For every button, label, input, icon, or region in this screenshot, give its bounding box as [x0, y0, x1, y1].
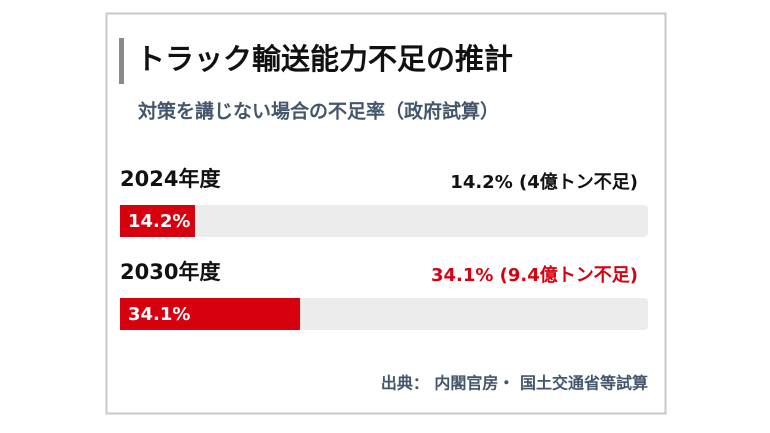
chart-subtitle: 対策を講じない場合の不足率（政府試算）	[137, 100, 499, 123]
value-label: 14.2%	[128, 211, 190, 232]
annotation: 14.2% (4億トン不足)	[450, 171, 638, 193]
bar	[120, 205, 195, 237]
chart-title: トラック輸送能力不足の推計	[136, 42, 513, 76]
bar	[120, 298, 301, 330]
category-label: 2024年度	[120, 167, 220, 191]
bar-track	[120, 205, 648, 237]
annotation: 34.1% (9.4億トン不足)	[431, 264, 638, 286]
source: 出典： 内閣官房・ 国土交通省等試算	[381, 374, 648, 393]
category-label: 2030年度	[120, 260, 220, 284]
title-accent	[119, 38, 124, 84]
value-label: 34.1%	[128, 304, 190, 325]
